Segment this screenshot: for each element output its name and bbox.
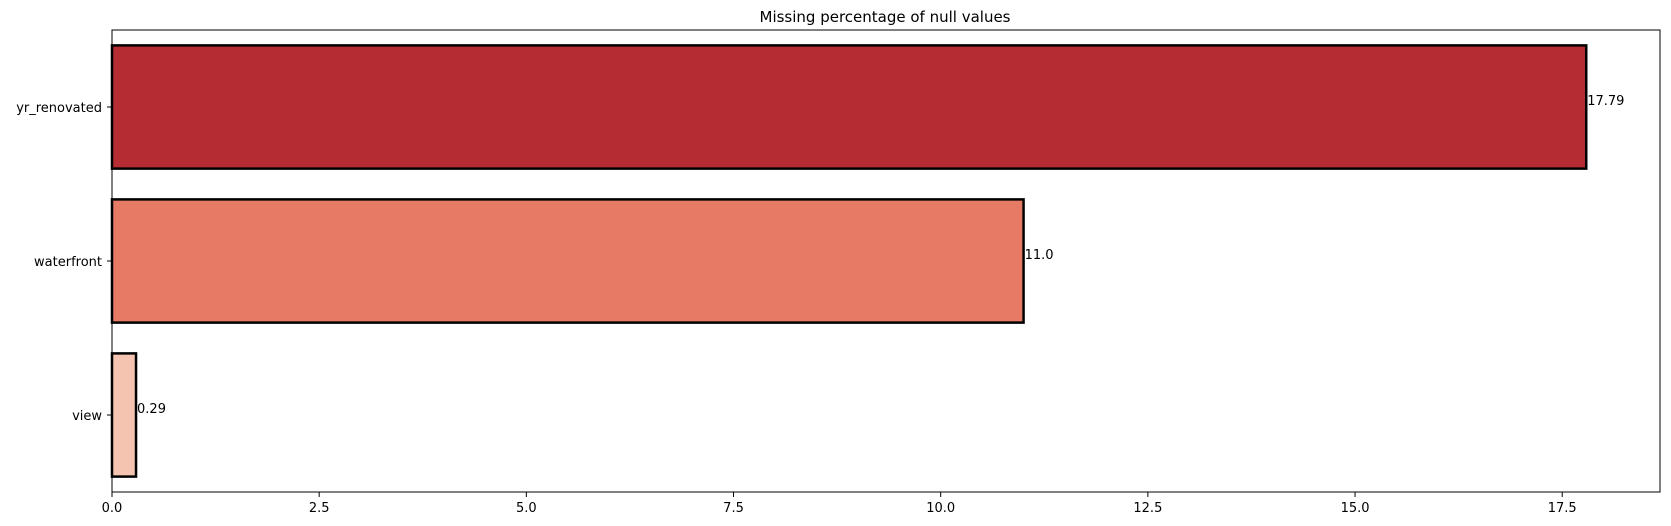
y-axis-ticks: yr_renovated waterfront view — [16, 101, 112, 424]
chart-title: Missing percentage of null values — [760, 8, 1011, 26]
plot-frame — [111, 29, 1661, 493]
value-labels-group: 17.79 11.0 0.29 — [137, 94, 1624, 417]
x-axis-ticks: 0.0 2.5 5.0 7.5 10.0 12.5 15.0 17.5 — [102, 492, 1577, 516]
bar-view — [110, 352, 138, 478]
bar-waterfront — [110, 198, 1025, 324]
x-tick-label: 12.5 — [1133, 501, 1162, 516]
bars-group — [110, 44, 1588, 478]
x-tick-label: 5.0 — [516, 501, 537, 516]
value-label-view: 0.29 — [137, 402, 166, 417]
y-tick-label: yr_renovated — [16, 101, 102, 116]
value-label-waterfront: 11.0 — [1025, 248, 1054, 263]
value-label-yr_renovated: 17.79 — [1587, 94, 1624, 109]
x-tick-label: 10.0 — [926, 501, 955, 516]
x-tick-label: 0.0 — [102, 501, 123, 516]
x-tick-label: 2.5 — [309, 501, 330, 516]
x-tick-label: 17.5 — [1548, 501, 1577, 516]
y-tick-label: waterfront — [34, 255, 102, 270]
x-tick-label: 7.5 — [723, 501, 744, 516]
bar-yr_renovated — [110, 44, 1588, 170]
y-tick-label: view — [72, 409, 102, 424]
x-tick-label: 15.0 — [1341, 501, 1370, 516]
